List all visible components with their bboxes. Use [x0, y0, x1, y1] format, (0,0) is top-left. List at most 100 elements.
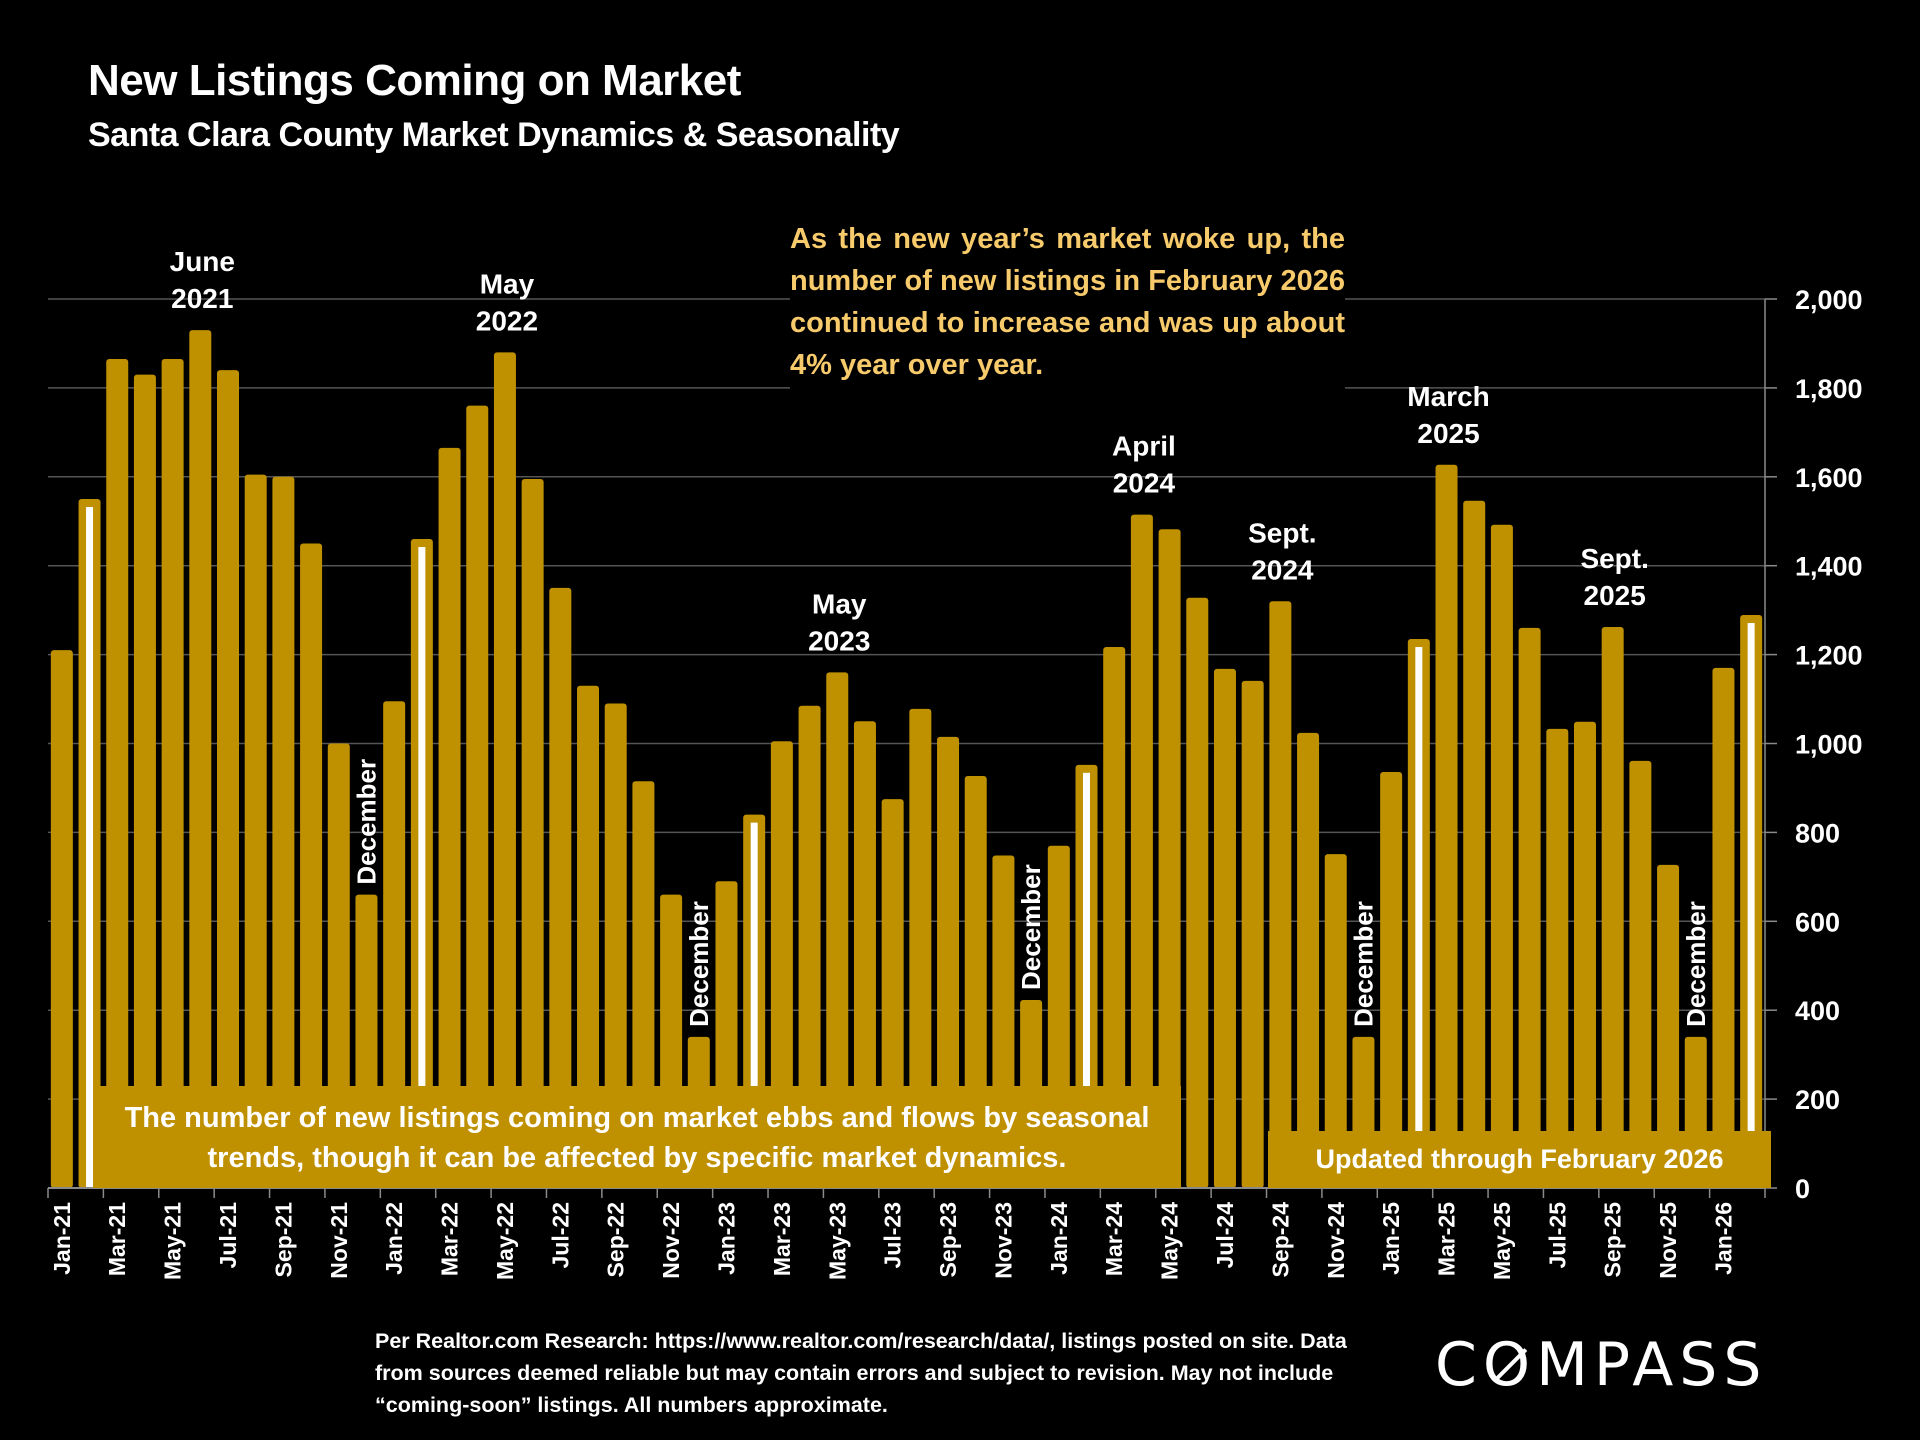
- annotation-label: May: [812, 588, 867, 619]
- bar-nov-24: [1324, 854, 1347, 1188]
- y-tick-label: 200: [1795, 1085, 1840, 1115]
- bar-jun-22: [521, 479, 544, 1189]
- x-tick-label: Nov-24: [1323, 1202, 1349, 1279]
- highlight-stripe-feb-25: [1415, 647, 1423, 1188]
- y-tick-label: 1,000: [1795, 730, 1863, 760]
- annotation-label: 2025: [1584, 580, 1646, 611]
- bar-jun-25: [1518, 627, 1541, 1188]
- highlight-stripe-feb-23: [750, 822, 758, 1188]
- bar-aug-25: [1573, 721, 1596, 1188]
- y-tick-label: 1,400: [1795, 552, 1863, 582]
- bar-oct-21: [300, 543, 323, 1188]
- x-tick-label: Jul-21: [215, 1202, 241, 1269]
- bar-jan-21: [50, 650, 73, 1188]
- bar-jan-26: [1712, 667, 1735, 1188]
- bar-oct-24: [1297, 732, 1320, 1188]
- annotation-label: 2024: [1113, 468, 1176, 499]
- axes: [47, 298, 1777, 1198]
- bar-may-24: [1158, 529, 1181, 1188]
- bar-sep-23: [937, 736, 960, 1188]
- bar-oct-23: [964, 775, 987, 1188]
- annotation-label: 2025: [1417, 418, 1479, 449]
- x-tick-label: Sep-24: [1267, 1202, 1293, 1278]
- seasonality-note-text: The number of new listings coming on mar…: [124, 1102, 1150, 1174]
- callout-text: As the new year’s market woke up, the nu…: [790, 214, 1345, 392]
- annotation-label: June: [170, 246, 235, 277]
- logo-text-c: C: [1435, 1330, 1483, 1400]
- x-tick-label: Mar-23: [769, 1202, 795, 1276]
- bar-apr-22: [466, 405, 489, 1188]
- annotation-label: March: [1407, 381, 1489, 412]
- annotation-label: 2024: [1251, 554, 1314, 585]
- bar-sep-25: [1601, 627, 1624, 1188]
- x-tick-label: Jul-24: [1212, 1202, 1238, 1269]
- bar-may-22: [493, 352, 516, 1189]
- bar-may-23: [826, 672, 849, 1188]
- highlight-stripe-feb-24: [1083, 772, 1091, 1188]
- y-tick-label: 0: [1795, 1174, 1810, 1204]
- bar-nov-21: [327, 743, 350, 1188]
- annotation-label: Sept.: [1248, 517, 1316, 548]
- x-tick-label: Mar-21: [104, 1202, 130, 1276]
- bar-jul-21: [217, 370, 240, 1188]
- december-label: December: [351, 759, 381, 885]
- bar-jan-25: [1380, 771, 1403, 1188]
- logo-text-rest: MPASS: [1536, 1330, 1768, 1400]
- december-label: December: [1016, 864, 1046, 990]
- y-tick-labels: 0 200 400 600 800 1,000 1,200 1,400 1,600 1,800 2,…: [1795, 285, 1863, 1204]
- december-label: December: [1348, 901, 1378, 1027]
- bar-aug-23: [909, 708, 932, 1188]
- bar-mar-24: [1103, 647, 1126, 1188]
- bar-mar-25: [1435, 464, 1458, 1189]
- annotation-label: 2022: [476, 305, 538, 336]
- x-tick-label: Jul-25: [1544, 1202, 1570, 1269]
- bar-sep-22: [604, 703, 627, 1188]
- annotation-label: 2023: [808, 625, 870, 656]
- y-tick-label: 600: [1795, 907, 1840, 937]
- bars: [50, 330, 1763, 1189]
- annotation-label: Sept.: [1580, 543, 1648, 574]
- x-tick-label: Nov-22: [658, 1202, 684, 1279]
- bar-mar-22: [438, 447, 461, 1189]
- bar-sep-24: [1269, 601, 1292, 1188]
- bar-jul-22: [549, 587, 572, 1188]
- x-tick-label: Jan-23: [713, 1202, 739, 1275]
- bar-aug-21: [244, 474, 267, 1188]
- chart-subtitle: Santa Clara County Market Dynamics & Sea…: [88, 116, 900, 154]
- bar-aug-22: [577, 685, 600, 1188]
- x-tick-label: Jul-22: [547, 1202, 573, 1268]
- bar-mar-23: [770, 741, 793, 1188]
- bar-apr-23: [798, 705, 821, 1188]
- bar-mar-21: [106, 359, 129, 1188]
- chart-title: New Listings Coming on Market: [88, 56, 741, 105]
- x-tick-label: Nov-23: [990, 1202, 1016, 1279]
- y-tick-label: 800: [1795, 818, 1840, 848]
- highlight-stripe-feb-21: [86, 507, 94, 1188]
- highlight-stripe-feb-26: [1747, 623, 1755, 1188]
- y-tick-label: 1,200: [1795, 641, 1863, 671]
- bar-may-25: [1490, 524, 1513, 1188]
- y-tick-label: 400: [1795, 996, 1840, 1026]
- y-tick-label: 1,600: [1795, 463, 1863, 493]
- bar-aug-24: [1241, 680, 1264, 1188]
- y-tick-label: 1,800: [1795, 374, 1863, 404]
- bar-sep-21: [272, 476, 295, 1188]
- bar-may-21: [161, 359, 184, 1188]
- bar-jul-25: [1546, 728, 1569, 1188]
- x-tick-label: Jan-24: [1046, 1202, 1072, 1275]
- y-tick-label: 2,000: [1795, 285, 1863, 315]
- x-tick-label: Nov-21: [326, 1202, 352, 1279]
- x-tick-label: Sep-25: [1600, 1202, 1626, 1278]
- x-tick-label: Jan-26: [1710, 1202, 1736, 1275]
- bar-jul-24: [1213, 668, 1236, 1188]
- bar-apr-24: [1130, 514, 1153, 1188]
- x-tick-label: May-24: [1157, 1202, 1183, 1280]
- bar-jun-23: [853, 721, 876, 1188]
- bar-apr-25: [1463, 500, 1486, 1189]
- x-tick-label: May-23: [824, 1202, 850, 1280]
- x-tick-label: Sep-22: [603, 1202, 629, 1277]
- updated-through-text: Updated through February 2026: [1315, 1144, 1724, 1174]
- annotations: June 2021 May 2022 May 2023 April 2024 Sept. 2024…: [170, 246, 1711, 1027]
- x-tick-label: May-21: [160, 1202, 186, 1280]
